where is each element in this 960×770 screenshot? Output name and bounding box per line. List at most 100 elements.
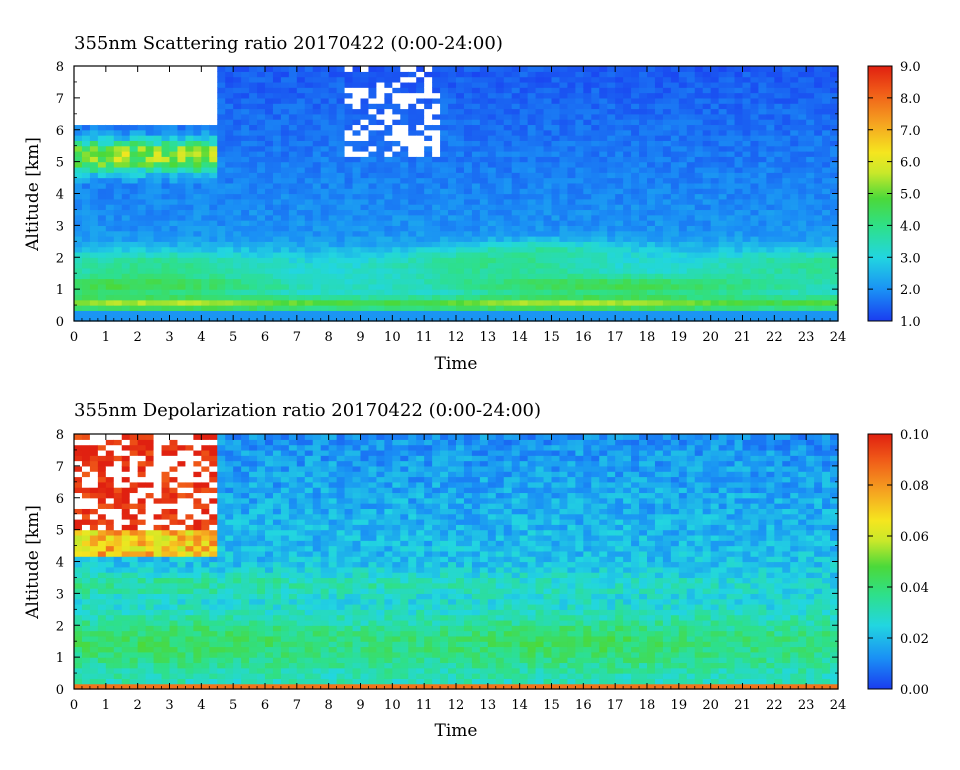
heatmap-cell bbox=[782, 182, 791, 189]
heatmap-cell bbox=[296, 188, 306, 195]
heatmap-cell bbox=[551, 246, 561, 253]
heatmap-cell bbox=[623, 251, 632, 258]
heatmap-cell bbox=[487, 124, 497, 131]
heatmap-cell bbox=[591, 119, 600, 126]
heatmap-cell bbox=[519, 305, 529, 311]
heatmap-cell bbox=[503, 119, 513, 126]
heatmap-cell bbox=[734, 294, 744, 301]
heatmap-cell bbox=[272, 71, 282, 78]
heatmap-cell bbox=[209, 66, 218, 72]
heatmap-cell bbox=[249, 108, 258, 115]
heatmap-cell bbox=[89, 151, 99, 157]
heatmap-cell bbox=[782, 177, 791, 184]
heatmap-cell bbox=[734, 251, 744, 258]
heatmap-cell bbox=[607, 283, 616, 290]
heatmap-cell bbox=[599, 81, 608, 88]
heatmap-cell bbox=[312, 135, 322, 141]
heatmap-cell bbox=[742, 193, 752, 200]
heatmap-cell bbox=[129, 204, 139, 211]
heatmap-cell bbox=[647, 81, 656, 88]
heatmap-cell bbox=[742, 81, 752, 88]
heatmap-cell bbox=[527, 76, 537, 83]
heatmap-cell bbox=[177, 204, 187, 211]
heatmap-cell bbox=[408, 225, 417, 232]
heatmap-cell bbox=[551, 188, 561, 195]
heatmap-cell bbox=[718, 103, 728, 110]
heatmap-cell bbox=[153, 103, 163, 110]
heatmap-cell bbox=[686, 135, 696, 141]
heatmap-cell bbox=[296, 76, 306, 83]
heatmap-cell bbox=[81, 460, 91, 467]
heatmap-cell bbox=[328, 262, 338, 269]
heatmap-cell bbox=[822, 71, 831, 78]
heatmap-cell bbox=[89, 119, 99, 126]
heatmap-cell bbox=[288, 283, 298, 290]
heatmap-cell bbox=[710, 124, 720, 131]
heatmap-cell bbox=[702, 161, 712, 168]
heatmap-cell bbox=[312, 103, 322, 110]
heatmap-cell bbox=[209, 214, 218, 221]
heatmap-cell bbox=[137, 156, 147, 163]
heatmap-cell bbox=[376, 299, 385, 306]
heatmap-cell bbox=[81, 619, 91, 626]
y-tick-label: 6 bbox=[56, 124, 64, 139]
heatmap-cell bbox=[631, 119, 640, 126]
heatmap-cell bbox=[113, 251, 123, 258]
heatmap-cell bbox=[249, 236, 258, 242]
heatmap-cell bbox=[320, 289, 330, 296]
heatmap-cell bbox=[798, 156, 807, 163]
heatmap-cell bbox=[400, 172, 409, 179]
heatmap-cell bbox=[511, 151, 521, 157]
heatmap-cell bbox=[702, 251, 712, 258]
heatmap-cell bbox=[352, 108, 362, 115]
heatmap-cell bbox=[639, 246, 648, 253]
heatmap-cell bbox=[448, 156, 457, 163]
heatmap-cell bbox=[74, 651, 83, 658]
heatmap-cell bbox=[726, 135, 736, 141]
heatmap-cell bbox=[209, 108, 218, 115]
heatmap-cell bbox=[249, 220, 258, 226]
heatmap-cell bbox=[647, 151, 656, 157]
heatmap-cell bbox=[774, 241, 783, 248]
heatmap-cell bbox=[344, 262, 354, 269]
heatmap-cell bbox=[161, 204, 171, 211]
heatmap-cell bbox=[559, 294, 569, 301]
heatmap-cell bbox=[647, 87, 656, 94]
heatmap-cell bbox=[686, 103, 696, 110]
heatmap-cell bbox=[456, 140, 465, 147]
heatmap-cell bbox=[734, 262, 744, 269]
colorbar-tick-label: 8.0 bbox=[900, 92, 921, 107]
heatmap-cell bbox=[185, 310, 194, 317]
heatmap-cell bbox=[527, 161, 537, 168]
heatmap-cell bbox=[344, 204, 354, 211]
heatmap-cell bbox=[615, 230, 624, 237]
heatmap-cell bbox=[304, 209, 314, 216]
heatmap-cell bbox=[81, 241, 91, 248]
heatmap-cell bbox=[241, 81, 250, 88]
heatmap-cell bbox=[726, 198, 736, 205]
heatmap-cell bbox=[74, 524, 83, 531]
heatmap-cell bbox=[328, 108, 338, 115]
heatmap-cell bbox=[734, 305, 744, 311]
heatmap-cell bbox=[726, 151, 736, 157]
heatmap-cell bbox=[121, 124, 131, 131]
heatmap-cell bbox=[320, 166, 330, 173]
heatmap-cell bbox=[758, 81, 767, 88]
heatmap-cell bbox=[511, 66, 521, 72]
heatmap-cell bbox=[265, 230, 274, 237]
heatmap-cell bbox=[734, 66, 744, 72]
heatmap-cell bbox=[591, 257, 600, 264]
heatmap-cell bbox=[193, 87, 202, 94]
heatmap-cell bbox=[304, 188, 314, 195]
heatmap-cell bbox=[169, 236, 179, 242]
heatmap-cell bbox=[591, 108, 600, 115]
heatmap-cell bbox=[105, 188, 115, 195]
heatmap-cell bbox=[535, 299, 545, 306]
heatmap-cell bbox=[81, 135, 91, 141]
heatmap-cell bbox=[822, 188, 831, 195]
heatmap-cell bbox=[654, 172, 664, 179]
heatmap-cell bbox=[336, 310, 346, 317]
heatmap-cell bbox=[448, 103, 457, 110]
heatmap-cell bbox=[456, 262, 465, 269]
heatmap-cell bbox=[647, 92, 656, 99]
